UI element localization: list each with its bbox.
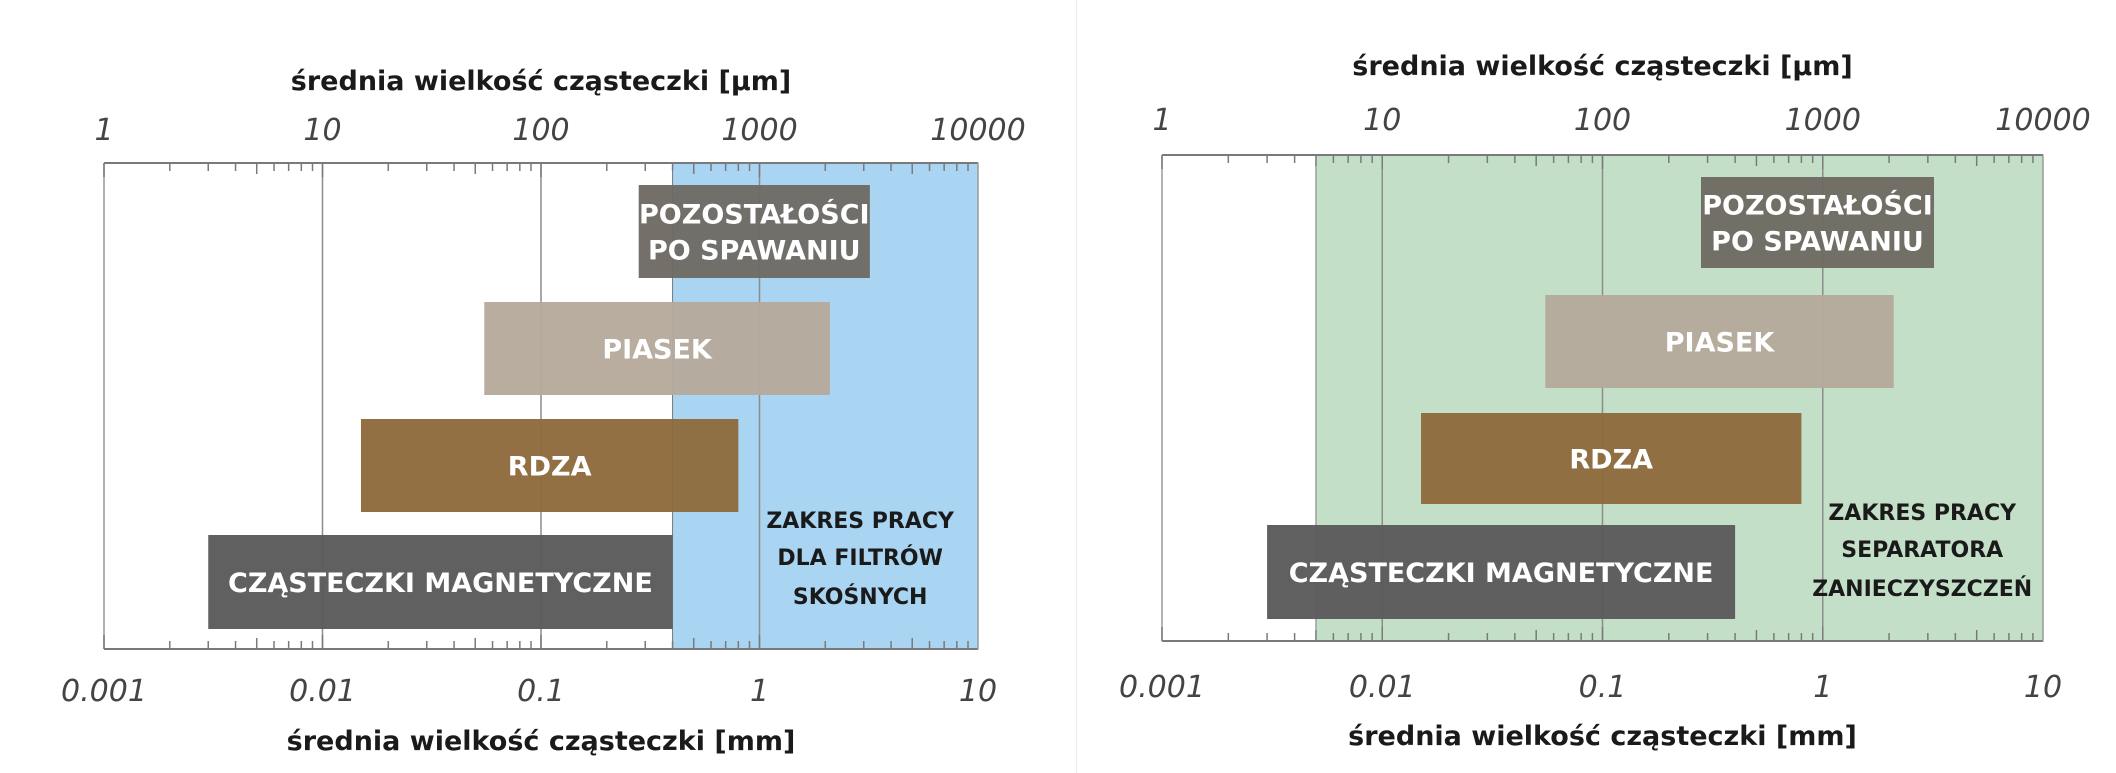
particle-range-bar [1545,295,1894,388]
top-tick-label: 1 [1152,103,1171,138]
particle-size-chart-filters: POZOSTAŁOŚCI PO SPAWANIU PIASEK RDZA CZĄSTEC… [61,66,1026,757]
particle-range-bar [1700,177,1935,268]
bottom-tick-label: 0.01 [1349,670,1416,705]
top-tick-label: 10 [1363,103,1401,138]
working-range-label: ZAKRES PRACY [766,509,955,534]
bar-label: POZOSTAŁOŚCI [1702,190,1933,222]
bottom-tick-label: 0.001 [1119,670,1205,705]
particle-range-bar [484,302,830,395]
particle-range-bar [1421,413,1802,504]
top-tick-label: 10000 [930,113,1025,148]
top-tick-label: 1 [94,113,113,148]
particle-range-bar [208,535,673,629]
bottom-tick-label: 1 [750,674,769,709]
top-tick-label: 100 [1574,103,1631,138]
bar-label: POZOSTAŁOŚCI [639,199,870,231]
top-axis-title: średnia wielkość cząsteczki [µm] [1352,51,1852,82]
particle-range-bar [1267,525,1736,619]
bottom-tick-label: 10 [2024,670,2062,705]
bar-label: CZĄSTECZKI MAGNETYCZNE [1289,558,1714,589]
top-tick-label: 10000 [1995,103,2090,138]
bar-label: PO SPAWANIU [1711,227,1924,258]
bottom-tick-label: 0.001 [61,674,147,709]
top-tick-label: 1000 [721,113,797,148]
bottom-tick-label: 0.01 [289,674,356,709]
bar-label: RDZA [508,452,592,483]
bottom-axis-title: średnia wielkość cząsteczki [mm] [287,726,796,757]
top-tick-label: 100 [512,113,569,148]
working-range-label: DLA FILTRÓW [777,545,942,571]
working-range-label: ZAKRES PRACY [1828,501,2017,526]
top-axis-title: średnia wielkość cząsteczki [µm] [291,66,791,97]
bar-label: CZĄSTECZKI MAGNETYCZNE [228,568,653,599]
particle-size-chart-separator: POZOSTAŁOŚCI PO SPAWANIU PIASEK RDZA CZĄSTEC… [1119,51,2091,752]
bar-label: RDZA [1569,445,1653,476]
bar-label: PIASEK [1665,328,1776,359]
chart-panel-separator: POZOSTAŁOŚCI PO SPAWANIU PIASEK RDZA CZĄSTEC… [1077,0,2116,773]
particle-range-bar [638,185,870,278]
chart-panel-filters: POZOSTAŁOŚCI PO SPAWANIU PIASEK RDZA CZĄSTEC… [61,66,1026,757]
working-range-label: SEPARATORA [1841,538,2003,563]
bottom-tick-label: 0.1 [1579,670,1627,705]
bottom-tick-label: 0.1 [517,674,565,709]
working-range-label: SKOŚNYCH [793,584,928,610]
top-tick-label: 1000 [1785,103,1861,138]
bottom-tick-label: 10 [959,674,997,709]
top-tick-label: 10 [303,113,341,148]
bar-label: PO SPAWANIU [648,236,861,267]
working-range-label: ZANIECZYSZCZEŃ [1812,576,2032,602]
bottom-tick-label: 1 [1813,670,1832,705]
bottom-axis-title: średnia wielkość cząsteczki [mm] [1348,721,1857,752]
bar-label: PIASEK [602,335,713,366]
particle-range-bar [360,419,739,512]
panel-divider [1076,0,1077,773]
